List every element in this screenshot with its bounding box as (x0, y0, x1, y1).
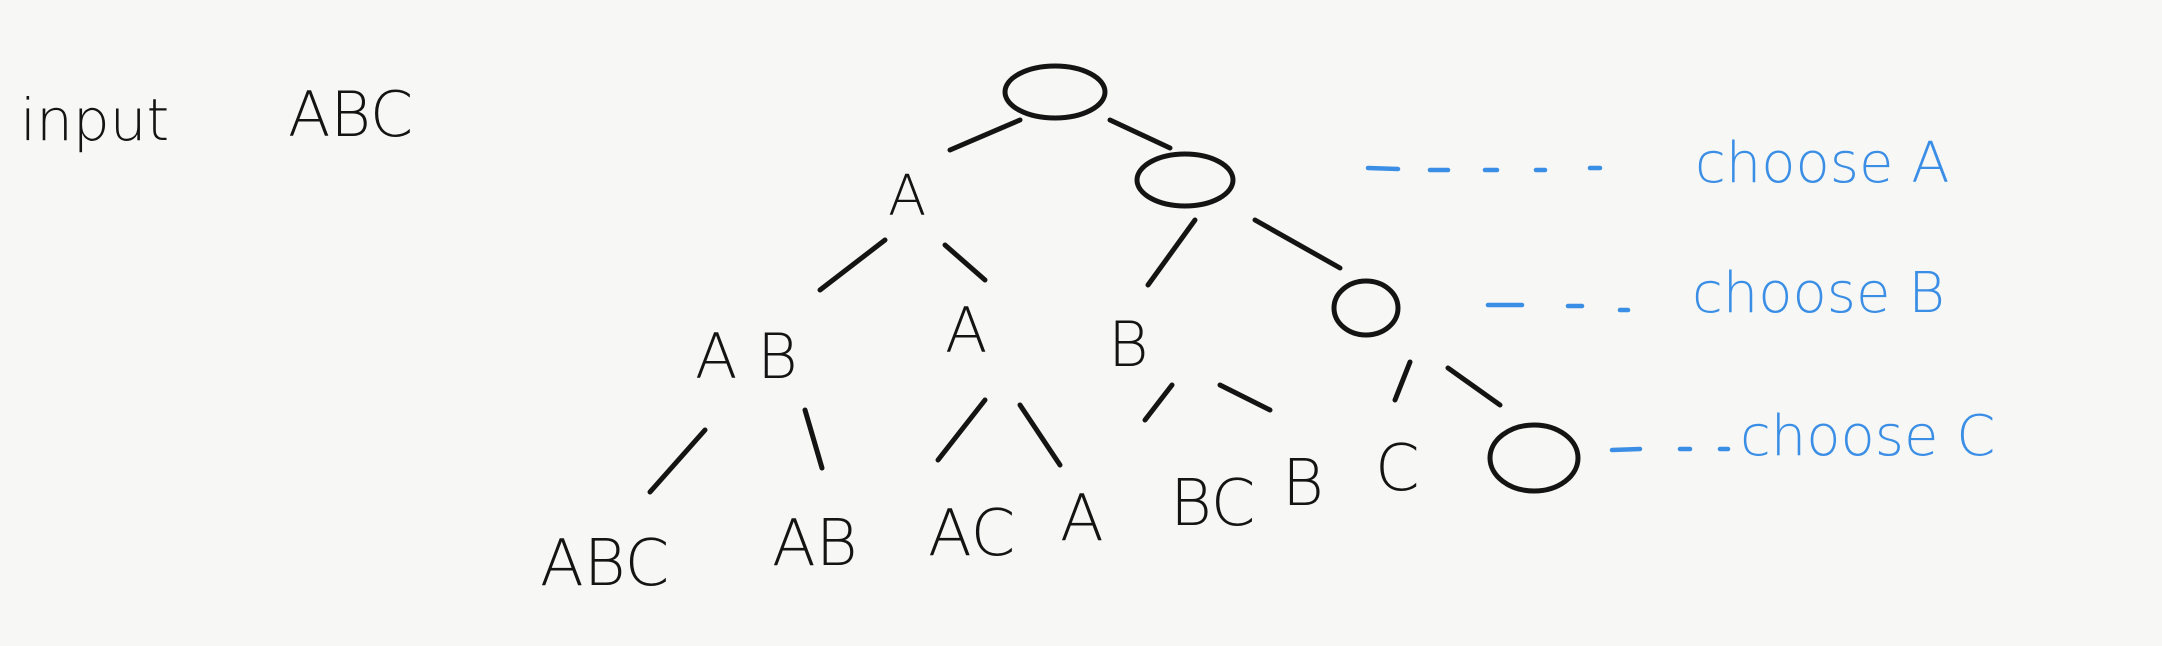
edge-root-empty (1107, 117, 1173, 151)
edge-empty-empty (1252, 217, 1343, 271)
leader-c-dash (1609, 446, 1643, 453)
root-empty-node (1002, 63, 1108, 121)
input-value: ABC (288, 78, 413, 151)
edge-ab-ab (802, 407, 825, 471)
edge-root-a (947, 117, 1023, 153)
node-b-level2: B (1108, 308, 1149, 381)
input-label: input (20, 86, 169, 154)
leaf-bc: BC (1170, 467, 1255, 541)
edge-a-ab (817, 237, 888, 293)
edge-a-a (942, 242, 988, 283)
empty-node-leaf (1487, 422, 1581, 494)
node-a-level1: A (888, 164, 926, 229)
edge-b-bc (1142, 382, 1175, 423)
edge-b-b (1217, 382, 1273, 413)
edge-empty-c (1392, 359, 1413, 403)
edge-a-ac (935, 397, 988, 463)
edge-empty-b (1145, 217, 1198, 288)
leaf-ac: AC (928, 497, 1015, 571)
edge-empty-empty-leaf (1445, 365, 1503, 408)
leaf-c: C (1375, 432, 1420, 506)
leader-a-dash (1365, 165, 1401, 172)
annotation-choose-b: choose B (1692, 261, 1945, 326)
edge-a-a-leaf (1017, 402, 1063, 468)
node-ab-level2: A B (695, 320, 798, 393)
tree-edges (647, 117, 1503, 495)
leaf-a: A (1060, 482, 1104, 556)
leaf-b: B (1282, 447, 1324, 521)
empty-node-level1 (1134, 151, 1236, 209)
leaf-abc: ABC (540, 527, 669, 601)
annotation-leaders (1365, 165, 1731, 453)
annotation-choose-a: choose A (1695, 131, 1950, 196)
annotation-choose-c: choose C (1740, 404, 1995, 469)
edge-ab-abc (647, 427, 708, 495)
leaf-ab: AB (772, 507, 858, 581)
empty-node-level2 (1331, 278, 1401, 338)
node-a-level2: A (945, 294, 987, 367)
